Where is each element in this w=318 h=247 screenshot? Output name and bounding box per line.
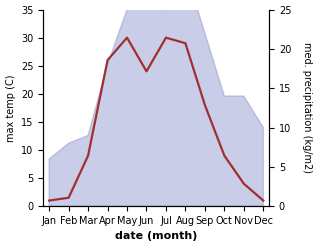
Y-axis label: max temp (C): max temp (C) <box>5 74 16 142</box>
Y-axis label: med. precipitation (kg/m2): med. precipitation (kg/m2) <box>302 42 313 173</box>
X-axis label: date (month): date (month) <box>115 231 197 242</box>
